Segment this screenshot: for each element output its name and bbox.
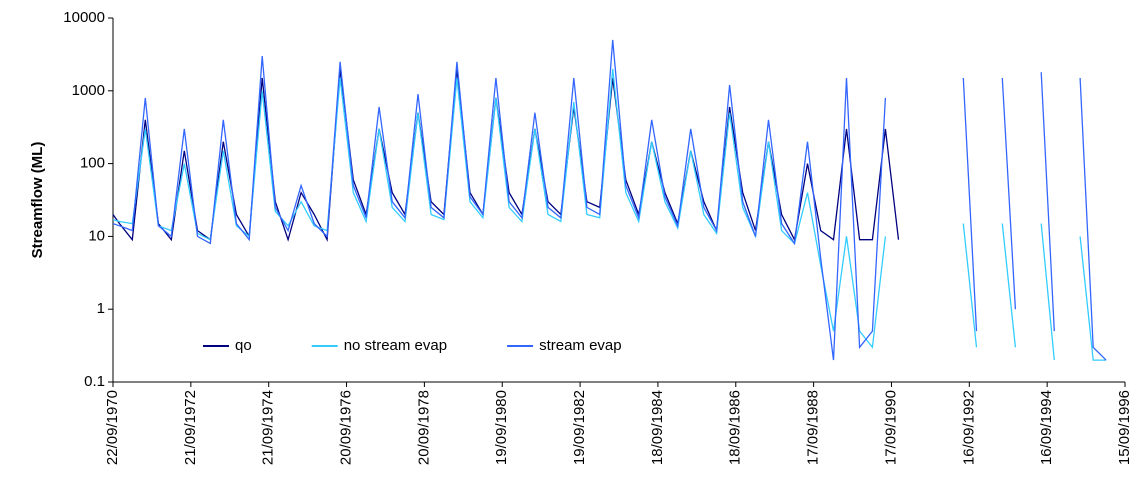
y-tick-label: 0.1	[84, 373, 105, 390]
x-tick-label: 18/09/1986	[727, 390, 744, 465]
x-tick-label: 16/09/1994	[1038, 390, 1055, 465]
x-tick-label: 22/09/1970	[104, 390, 121, 465]
x-tick-label: 20/09/1976	[338, 390, 355, 465]
legend-label: stream evap	[539, 337, 622, 354]
x-tick-label: 19/09/1980	[493, 390, 510, 465]
legend-label: no stream evap	[344, 337, 447, 354]
x-tick-label: 17/09/1988	[805, 390, 822, 465]
x-tick-label: 21/09/1972	[182, 390, 199, 465]
y-tick-label: 1000	[72, 82, 105, 99]
x-tick-label: 15/09/1996	[1116, 390, 1133, 465]
x-tick-label: 20/09/1978	[415, 390, 432, 465]
series-line	[112, 39, 1107, 361]
x-tick-label: 21/09/1974	[260, 390, 277, 465]
series-line	[112, 68, 1107, 361]
y-tick-label: 10	[88, 227, 105, 244]
y-axis-label: Streamflow (ML)	[29, 142, 46, 259]
series-line	[113, 69, 1080, 240]
y-tick-label: 1	[97, 300, 105, 317]
x-tick-label: 16/09/1992	[960, 390, 977, 465]
x-tick-label: 17/09/1990	[882, 390, 899, 465]
y-tick-label: 10000	[63, 9, 105, 26]
x-tick-label: 19/09/1982	[571, 390, 588, 465]
legend-label: qo	[235, 337, 252, 354]
y-tick-label: 100	[80, 155, 105, 172]
x-tick-label: 18/09/1984	[649, 390, 666, 465]
